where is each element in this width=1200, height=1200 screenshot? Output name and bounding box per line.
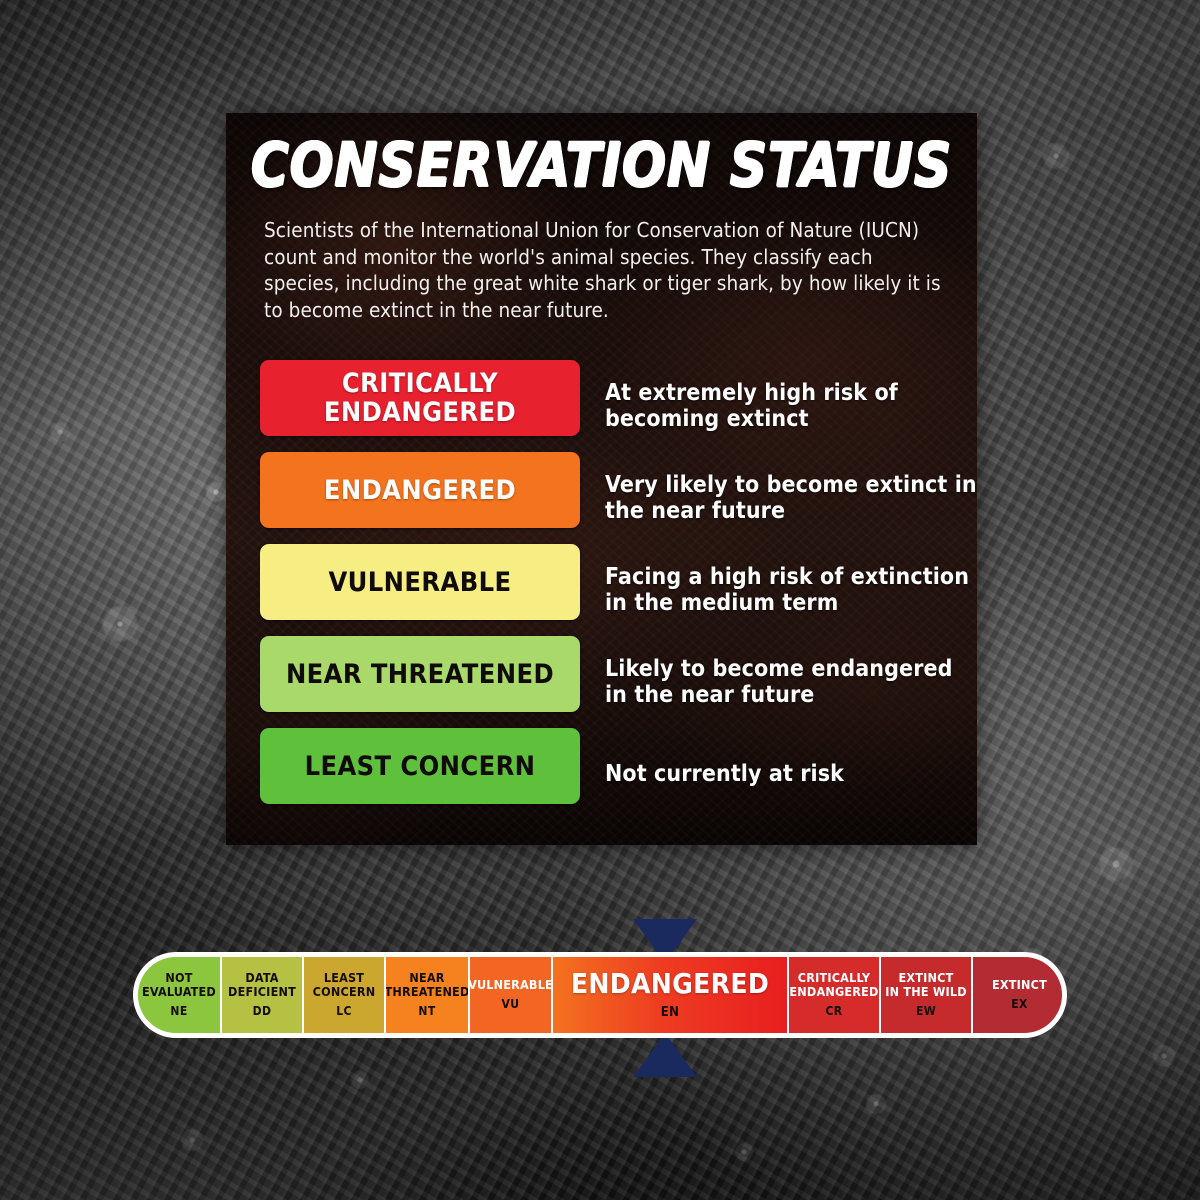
scale-cell-code: NE (170, 1004, 188, 1018)
status-row: LEAST CONCERN Not currently at risk (260, 728, 977, 820)
scale-cell-name: LEAST CONCERN (312, 970, 376, 999)
status-chip[interactable]: ENDANGERED (260, 452, 580, 528)
status-chip-label: NEAR THREATENED (285, 658, 555, 690)
status-description: Not currently at risk (605, 761, 845, 787)
scale-cell-name: VULNERABLE (470, 976, 553, 992)
scale-cell-code: CR (825, 1004, 843, 1018)
page-title: CONSERVATION STATUS (250, 130, 953, 201)
scale-cell-nt[interactable]: NEAR THREATENED NT (386, 957, 470, 1033)
status-chip-label: LEAST CONCERN (304, 750, 536, 782)
scale-cell-cr[interactable]: CRITICALLY ENDANGERED CR (789, 957, 881, 1033)
status-row: NEAR THREATENED Likely to become endanger… (260, 636, 977, 728)
scale-cell-name: CRITICALLY ENDANGERED (789, 970, 879, 999)
scale-cell-name: ENDANGERED (570, 967, 770, 1000)
scale-cell-name: DATA DEFICIENT (228, 970, 296, 999)
scale-cell-ew[interactable]: EXTINCT IN THE WILD EW (881, 957, 973, 1033)
iucn-scale-bar: NOT EVALUATED NE DATA DEFICIENT DD LEAST CON… (133, 952, 1067, 1038)
scale-cell-vu[interactable]: VULNERABLE VU (470, 957, 553, 1033)
scale-cell-ex[interactable]: EXTINCT EX (973, 957, 1062, 1033)
scale-cell-code: EN (660, 1005, 680, 1020)
scale-cell-code: EW (915, 1004, 937, 1018)
status-chip-label: CRITICALLY ENDANGERED (323, 368, 517, 428)
scale-cell-code: EX (1011, 997, 1028, 1012)
status-description: Facing a high risk of extinction in the … (605, 564, 970, 616)
scale-cell-code: DD (252, 1004, 272, 1018)
status-row: ENDANGERED Very likely to become extinct … (260, 452, 977, 544)
scale-cell-lc[interactable]: LEAST CONCERN LC (304, 957, 386, 1033)
status-row: VULNERABLE Facing a high risk of extincti… (260, 544, 977, 636)
intro-paragraph: Scientists of the International Union fo… (264, 218, 941, 322)
status-chip-label: VULNERABLE (328, 566, 512, 598)
scale-cell-name: NEAR THREATENED (386, 970, 470, 999)
status-chip[interactable]: VULNERABLE (260, 544, 580, 620)
status-chip[interactable]: NEAR THREATENED (260, 636, 580, 712)
scale-cell-name: NOT EVALUATED (142, 970, 216, 999)
selected-status-marker-bottom-triangle-icon (633, 1033, 697, 1077)
scale-cell-ne[interactable]: NOT EVALUATED NE (138, 957, 222, 1033)
scale-cell-en[interactable]: ENDANGERED EN (553, 957, 789, 1033)
scale-cell-code: NT (418, 1004, 436, 1018)
status-rows-list: CRITICALLY ENDANGERED At extremely high r… (260, 360, 977, 820)
status-description: Very likely to become extinct in the nea… (605, 472, 977, 524)
conservation-status-card: CONSERVATION STATUS Scientists of the In… (226, 113, 977, 845)
status-chip[interactable]: LEAST CONCERN (260, 728, 580, 804)
iucn-scale: NOT EVALUATED NE DATA DEFICIENT DD LEAST CON… (133, 952, 1067, 1038)
scale-cell-dd[interactable]: DATA DEFICIENT DD (222, 957, 304, 1033)
scale-cell-name: EXTINCT IN THE WILD (885, 970, 967, 999)
status-row: CRITICALLY ENDANGERED At extremely high r… (260, 360, 977, 452)
status-description: At extremely high risk of becoming extin… (605, 380, 898, 432)
status-chip[interactable]: CRITICALLY ENDANGERED (260, 360, 580, 436)
scale-cell-code: LC (336, 1004, 352, 1018)
status-chip-label: ENDANGERED (323, 474, 517, 506)
scale-cell-code: VU (501, 997, 520, 1012)
scale-cell-name: EXTINCT (992, 976, 1047, 992)
status-description: Likely to become endangered in the near … (605, 656, 953, 708)
